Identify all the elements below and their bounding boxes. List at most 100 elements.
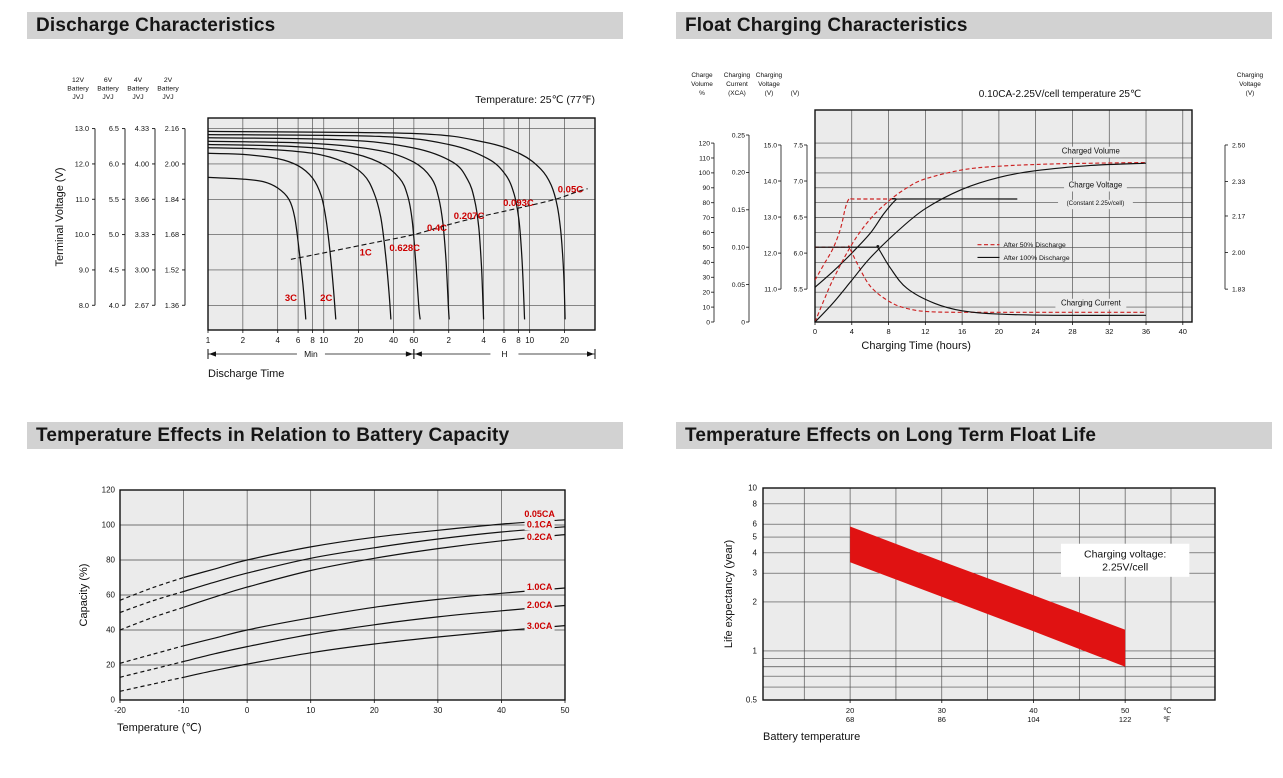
x-tick-label: 30 [433, 706, 442, 715]
x-tick-label: 2 [447, 336, 452, 345]
curve-0.4C [208, 140, 450, 320]
y-tick-label: 90 [702, 185, 710, 192]
curve-charging-current-after-50-discharge [815, 245, 1147, 313]
curve-0.207C [208, 137, 485, 320]
y-tick-label: 2.17 [1232, 213, 1245, 220]
axis-header: (V) [791, 90, 800, 97]
axis-header: Charge [691, 72, 713, 79]
charging-voltage-annotation-box [1060, 543, 1190, 577]
y-tick-label: 5.5 [109, 195, 119, 204]
x-tick-label: 2 [241, 336, 246, 345]
y-tick-label: 11.0 [764, 286, 777, 293]
y-scale-header: JVJ [102, 94, 113, 101]
x-tick-label: 8 [886, 327, 890, 336]
x-tick-label: 4 [481, 336, 486, 345]
curve-charged-volume-after-50-discharge [815, 161, 1147, 322]
y-tick-label: 2.16 [165, 124, 179, 133]
x-tick-label: 40 [497, 706, 506, 715]
x-tick-label: 40 [1179, 327, 1187, 336]
curve-charged-volume-after-100-discharge [815, 162, 1147, 322]
y-tick-label: 6.0 [794, 250, 804, 257]
rate-label: 0.05CA [524, 509, 555, 519]
curve-0.628C [208, 143, 421, 320]
y-tick-label: 2.50 [1232, 142, 1245, 149]
float-life-title: Temperature Effects on Long Term Float L… [685, 424, 1097, 446]
y-tick-label: 3.00 [135, 265, 149, 274]
temperature-annotation: Temperature: 25℃ (77℉) [475, 94, 595, 106]
x-tick-label: 12 [921, 327, 929, 336]
y-tick-label: 13.0 [75, 124, 89, 133]
x-axis-label: Battery temperature [763, 731, 860, 743]
discharge-chart: 1 2 4 6 8 10 20 40 60 2 4 6 8 10 20 Min H Discharge Time 1… [27, 45, 623, 400]
x-axis: 0 4 8 12 16 20 24 28 32 36 40 [813, 322, 1187, 336]
y-tick-label: 0 [741, 319, 745, 326]
y-tick-label: 4.33 [135, 124, 149, 133]
axis-header: Charging [1237, 72, 1264, 79]
x-tick-label: 10 [306, 706, 315, 715]
x-tick-label: 20 [560, 336, 569, 345]
x-axis: 1 2 4 6 8 10 20 40 60 2 4 6 8 10 20 [206, 330, 570, 345]
rate-label: 0.1CA [527, 520, 553, 530]
y-tick-label: 1 [753, 646, 758, 655]
x-axis-label: Temperature (℃) [117, 722, 202, 734]
curve-2C [208, 152, 337, 320]
curve-0.2CA [183, 534, 566, 608]
y-tick-label: 9.0 [79, 265, 89, 274]
y-scale-header: Battery [97, 86, 119, 93]
y-tick-label: 2.00 [1232, 250, 1245, 257]
y-scale-header: Battery [127, 86, 149, 93]
y-tick-label: 12.0 [764, 250, 777, 257]
fahrenheit-unit-label: ℉ [1163, 715, 1170, 724]
y-tick-label: 12.0 [75, 159, 89, 168]
rate-label: 0.2CA [527, 532, 553, 542]
gridlines [207, 118, 595, 330]
y-tick-label: 70 [702, 215, 710, 222]
y-scale-header: JVJ [132, 94, 143, 101]
y-tick-label: 3.33 [135, 230, 149, 239]
x-tick-label-celsius: 40 [1029, 706, 1037, 715]
y-tick-label: 50 [702, 245, 710, 252]
y-axis-label: Life expectancy (year) [723, 540, 735, 648]
y-axis-label: Terminal Voltage (V) [54, 167, 66, 266]
x-tick-label: 24 [1032, 327, 1040, 336]
axis-header: Volume [691, 81, 713, 88]
x-tick-label: 50 [561, 706, 570, 715]
discharge-rate-label: 0.093C [503, 198, 534, 209]
x-tick-label: 4 [850, 327, 854, 336]
y-tick-label: 15.0 [764, 142, 777, 149]
axis-header: Voltage [1239, 81, 1261, 88]
y-scales: 12VBatteryJVJ13.012.011.010.09.08.06VBat… [67, 77, 186, 310]
curve-label: (Constant 2.25v/cell) [1067, 200, 1125, 207]
y-tick-label: 11.0 [75, 195, 89, 204]
x-tick-label: 20 [354, 336, 363, 345]
charging-curves [815, 161, 1147, 322]
y-tick-label: 20 [702, 289, 710, 296]
y-scale-header: JVJ [72, 94, 83, 101]
y-tick-label: 0 [111, 696, 116, 705]
x-tick-label: 16 [958, 327, 966, 336]
y-tick-label: 60 [702, 230, 710, 237]
x-tick-label: 32 [1105, 327, 1113, 336]
float-life-chart: 10 8 6 5 4 3 2 1 0.5 20 68 30 86 40 104 50 122 ℃ ℉ Life exp… [660, 455, 1280, 755]
y-tick-label: 2 [753, 597, 758, 606]
x-tick-label: 36 [1142, 327, 1150, 336]
y-tick-label: 4.5 [109, 265, 119, 274]
curve-2.0CA [183, 604, 566, 663]
y-tick-label: 6.0 [109, 159, 119, 168]
y-tick-label: 20 [106, 661, 115, 670]
x-tick-label-fahrenheit: 86 [938, 715, 946, 724]
x-tick-label: 20 [995, 327, 1003, 336]
x-unit-label: Min [304, 349, 318, 359]
curve-charge-voltage-after-50-discharge [815, 197, 894, 281]
y-tick-label: 8 [753, 499, 758, 508]
x-axis-label: Discharge Time [208, 368, 284, 380]
curve-0.05CA-dashed [119, 576, 184, 601]
curve-label: Charged Volume [1062, 147, 1120, 156]
x-tick-label-fahrenheit: 68 [846, 715, 854, 724]
rate-label: 2.0CA [527, 600, 553, 610]
y-tick-label: 5 [753, 533, 758, 542]
x-tick-label: 20 [370, 706, 379, 715]
y-tick-label: 2.67 [135, 301, 149, 310]
